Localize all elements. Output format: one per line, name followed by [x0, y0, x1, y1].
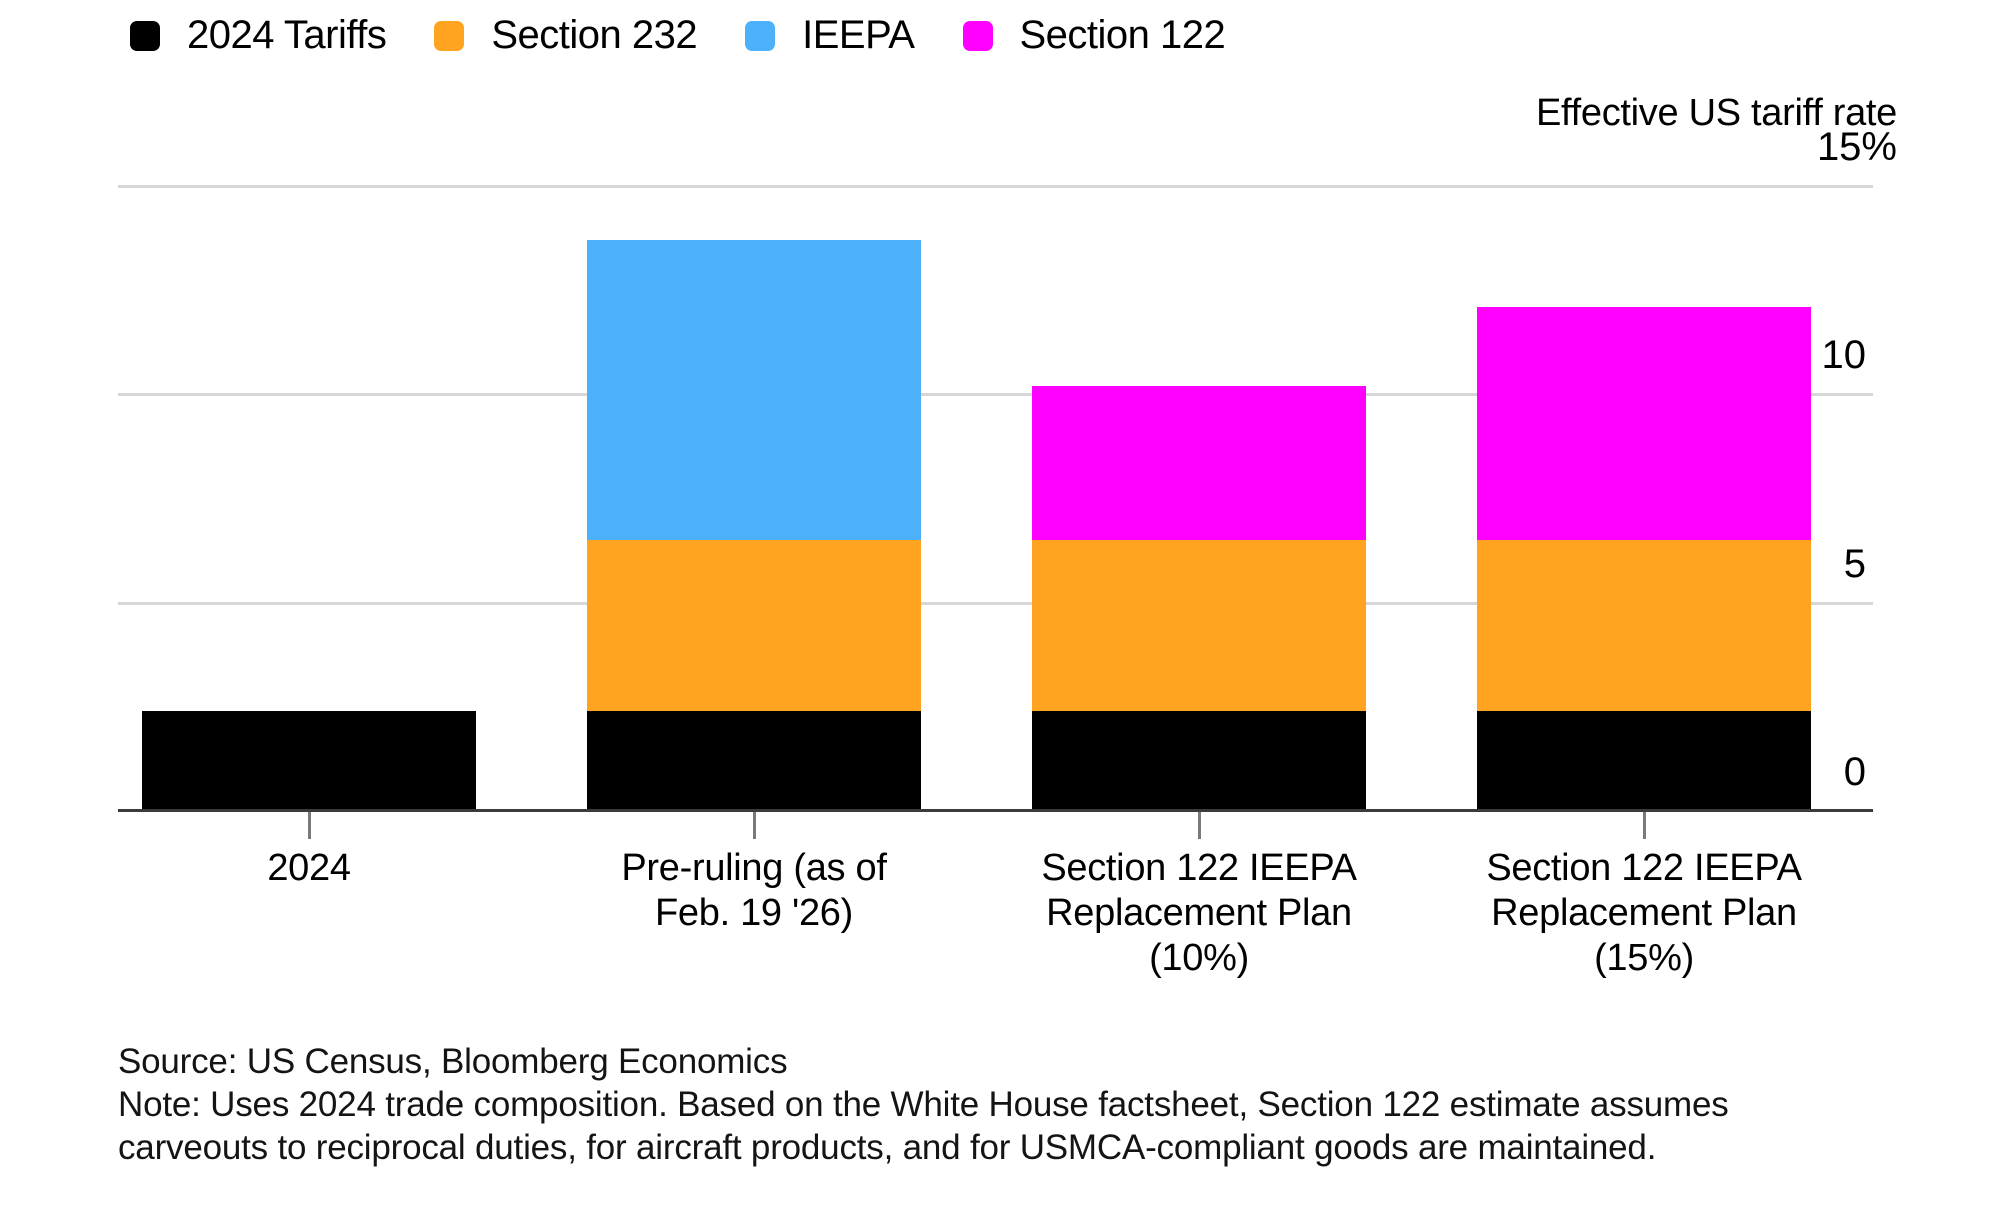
y-axis-title: Effective US tariff rate [1536, 92, 1897, 134]
gridline-10 [118, 393, 1873, 397]
note-line-1: Note: Uses 2024 trade composition. Based… [118, 1085, 1729, 1124]
x-axis-label-line: Replacement Plan [1491, 892, 1797, 934]
legend-label: Section 122 [1019, 13, 1226, 57]
x-axis-label-line: Section 122 IEEPA [1486, 847, 1802, 889]
bar-segment-section-232-section-122-ieepa-replacement-plan-10 [1032, 540, 1366, 711]
legend-swatch-section-122-icon [962, 20, 993, 51]
bar-segment-section-232-section-122-ieepa-replacement-plan-15 [1477, 540, 1811, 711]
x-axis-label-line: Replacement Plan [1046, 892, 1352, 934]
chart-legend: 2024 Tariffs Section 232 IEEPA Section 122 [130, 13, 1226, 58]
note-line-2: carveouts to reciprocal duties, for airc… [118, 1128, 1657, 1167]
x-axis-label-section-122-ieepa-replacement-plan-15: Section 122 IEEPA Replacement Plan (15%) [1384, 846, 1904, 981]
legend-item-section-122: Section 122 [962, 13, 1226, 58]
chart-footer: Source: US Census, Bloomberg Economics N… [118, 1040, 1729, 1169]
source-text: Source: US Census, Bloomberg Economics [118, 1042, 788, 1081]
x-tick-3 [1197, 812, 1201, 839]
y-tick-label-15: 15% [1816, 124, 1897, 169]
legend-swatch-ieepa-icon [745, 20, 776, 51]
y-tick-label-10: 10 [1821, 333, 1867, 378]
bar-segment-2024-tariffs-2024 [142, 711, 476, 811]
x-tick-2 [752, 812, 756, 839]
y-tick-label-0: 0 [1843, 750, 1866, 794]
x-axis-label-pre-ruling-as-of-feb-19-26: Pre-ruling (as of Feb. 19 '26) [494, 846, 1014, 936]
x-axis-label-section-122-ieepa-replacement-plan-10: Section 122 IEEPA Replacement Plan (10%) [939, 846, 1459, 981]
legend-swatch-2024-tariffs-icon [130, 20, 160, 51]
x-axis-label-line: Section 122 IEEPA [1041, 847, 1357, 889]
bar-segment-section-122-section-122-ieepa-replacement-plan-10 [1032, 385, 1366, 541]
legend-label: Section 232 [491, 13, 698, 57]
gridline-5 [118, 601, 1873, 605]
x-axis-label-line: Feb. 19 '26) [655, 892, 853, 934]
x-axis-label-line: (10%) [1149, 937, 1249, 979]
legend-label: IEEPA [802, 13, 915, 57]
x-axis-label-2024: 2024 [49, 846, 569, 891]
legend-item-ieepa: IEEPA [745, 13, 915, 58]
bar-segment-2024-tariffs-pre-ruling-as-of-feb-19-26 [587, 711, 921, 811]
x-axis-label-line: (15%) [1594, 937, 1694, 979]
legend-swatch-section-232-icon [434, 20, 465, 51]
legend-item-section-232: Section 232 [434, 13, 698, 58]
legend-item-2024-tariffs: 2024 Tariffs [130, 13, 387, 58]
y-tick-label-5: 5 [1843, 541, 1866, 586]
legend-label: 2024 Tariffs [187, 13, 387, 57]
x-axis-label-line: Pre-ruling (as of [621, 847, 887, 889]
bar-segment-section-232-pre-ruling-as-of-feb-19-26 [587, 540, 921, 711]
bar-segment-2024-tariffs-section-122-ieepa-replacement-plan-10 [1032, 711, 1366, 811]
bar-segment-section-122-section-122-ieepa-replacement-plan-15 [1477, 306, 1811, 541]
bar-segment-ieepa-pre-ruling-as-of-feb-19-26 [587, 240, 921, 541]
x-axis-label-line: 2024 [267, 847, 351, 889]
x-axis-line [118, 809, 1873, 812]
x-tick-4 [1642, 812, 1646, 839]
gridline-15 [118, 184, 1873, 188]
x-tick-1 [307, 812, 311, 839]
bar-segment-2024-tariffs-section-122-ieepa-replacement-plan-15 [1477, 711, 1811, 811]
